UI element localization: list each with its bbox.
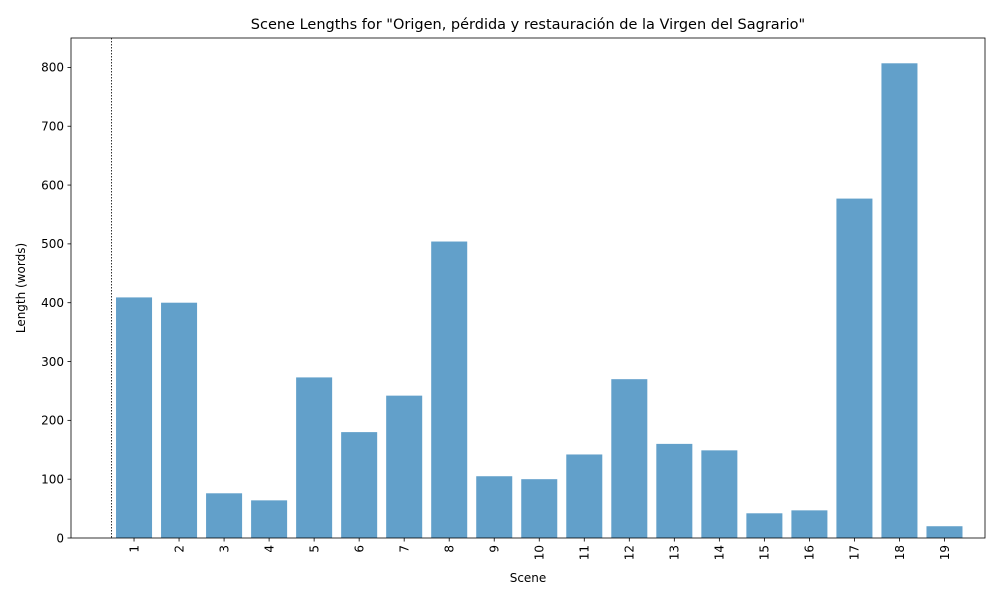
y-axis-label: Length (words) <box>14 243 28 333</box>
bar-scene-3 <box>206 493 243 538</box>
x-axis: 1 2 3 4 5 6 7 8 9 10 11 12 13 14 15 16 17 18 19 <box>127 538 952 560</box>
bar-scene-10 <box>521 479 558 538</box>
y-tick-label: 200 <box>41 414 64 428</box>
bar-scene-13 <box>656 443 693 538</box>
y-axis: 0 100 200 300 400 500 600 700 800 <box>41 61 71 545</box>
x-tick-label: 15 <box>758 545 772 560</box>
y-tick-label: 100 <box>41 472 64 486</box>
bar-scene-12 <box>611 379 648 538</box>
bar-scene-17 <box>836 198 873 538</box>
bar-scene-9 <box>476 476 513 538</box>
x-tick-label: 13 <box>668 545 682 560</box>
bar-scene-8 <box>431 241 468 538</box>
bars-group <box>116 63 963 538</box>
bar-scene-5 <box>296 377 333 538</box>
x-tick-label: 18 <box>893 545 907 560</box>
y-tick-label: 700 <box>41 120 64 134</box>
x-tick-label: 19 <box>938 545 952 560</box>
bar-scene-7 <box>386 395 423 538</box>
y-tick-label: 0 <box>56 531 64 545</box>
x-tick-label: 16 <box>803 545 817 560</box>
x-tick-label: 8 <box>443 545 457 553</box>
chart-title: Scene Lengths for "Origen, pérdida y res… <box>251 17 805 33</box>
x-tick-label: 3 <box>217 545 231 553</box>
x-tick-label: 6 <box>352 545 366 553</box>
x-tick-label: 2 <box>172 545 186 553</box>
x-tick-label: 1 <box>127 545 141 553</box>
y-tick-label: 800 <box>41 61 64 75</box>
bar-scene-11 <box>566 454 603 538</box>
y-tick-label: 500 <box>41 237 64 251</box>
x-tick-label: 4 <box>262 545 276 553</box>
y-tick-label: 400 <box>41 296 64 310</box>
x-axis-label: Scene <box>510 571 547 585</box>
bar-scene-19 <box>926 526 963 538</box>
bar-scene-4 <box>251 500 288 538</box>
x-tick-label: 14 <box>713 545 727 560</box>
x-tick-label: 7 <box>397 545 411 553</box>
bar-scene-16 <box>791 510 828 538</box>
y-tick-label: 600 <box>41 178 64 192</box>
y-tick-label: 300 <box>41 355 64 369</box>
bar-scene-6 <box>341 432 378 538</box>
x-tick-label: 11 <box>578 545 592 560</box>
x-tick-label: 9 <box>488 545 502 553</box>
bar-scene-18 <box>881 63 918 538</box>
bar-scene-1 <box>116 297 153 538</box>
x-tick-label: 10 <box>533 545 547 560</box>
x-tick-label: 17 <box>848 545 862 560</box>
bar-scene-15 <box>746 513 783 538</box>
x-tick-label: 12 <box>623 545 637 560</box>
plot-frame <box>70 37 986 539</box>
x-tick-label: 5 <box>307 545 321 553</box>
bar-scene-2 <box>161 302 198 538</box>
bar-scene-14 <box>701 450 738 538</box>
